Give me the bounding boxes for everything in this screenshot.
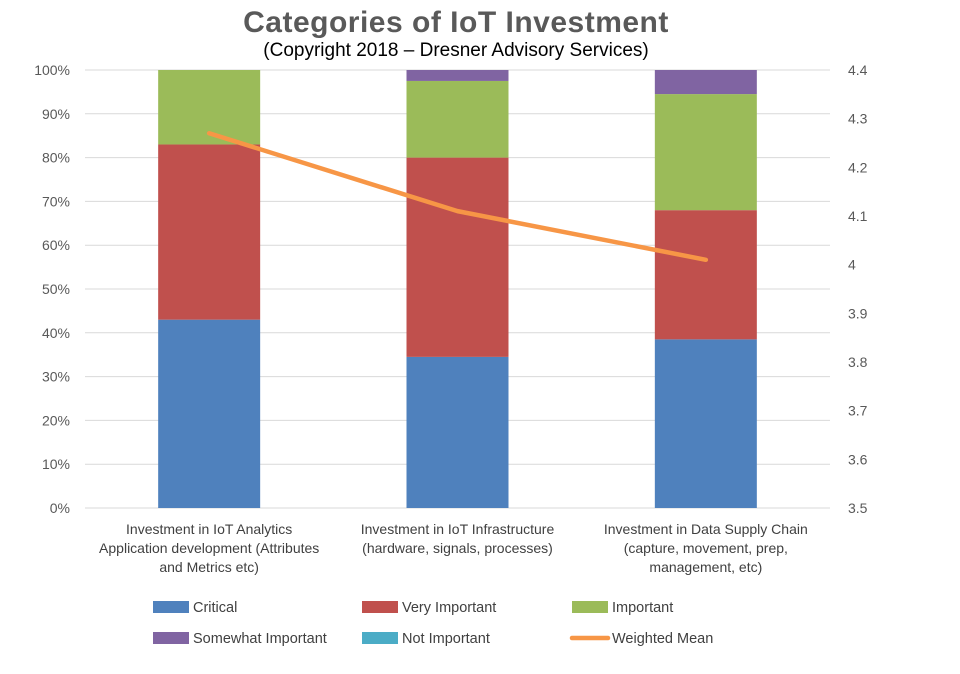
legend-label: Weighted Mean: [612, 631, 713, 647]
left-tick-label: 0%: [50, 500, 70, 516]
right-axis: 3.5 3.6 3.7 3.8 3.9 4 4.1 4.2 4.3 4.4: [848, 62, 868, 516]
right-tick-label: 3.7: [848, 403, 868, 419]
weighted-mean-line: [206, 131, 709, 263]
right-tick-label: 3.5: [848, 500, 868, 516]
category-label-line: Application development (Attributes: [99, 540, 319, 556]
legend-label: Important: [612, 600, 673, 616]
legend-swatch: [153, 632, 189, 644]
right-tick-label: 4.3: [848, 111, 868, 127]
right-tick-label: 4.4: [848, 62, 868, 78]
category-label-line: Investment in IoT Infrastructure: [361, 521, 555, 537]
chart-subtitle: (Copyright 2018 – Dresner Advisory Servi…: [263, 40, 649, 61]
left-tick-label: 50%: [42, 281, 70, 297]
legend-swatch: [572, 601, 608, 613]
legend-swatch: [362, 632, 398, 644]
legend-swatch: [153, 601, 189, 613]
right-tick-label: 4.2: [848, 159, 868, 175]
right-tick-label: 4.1: [848, 208, 868, 224]
category-label-line: (hardware, signals, processes): [362, 540, 553, 556]
category-label: Investment in IoT Infrastructure (hardwar…: [361, 521, 555, 556]
right-tick-label: 3.8: [848, 354, 868, 370]
bar-segment-critical: [654, 339, 757, 508]
right-tick-label: 3.6: [848, 451, 868, 467]
legend: Critical Very Important Important Somewhat …: [153, 600, 713, 647]
left-tick-label: 30%: [42, 369, 70, 385]
left-tick-label: 20%: [42, 412, 70, 428]
bar-segment-critical: [406, 356, 509, 508]
legend-label: Critical: [193, 600, 237, 616]
bar-segment-important: [654, 94, 757, 211]
bar-segment-important: [406, 80, 509, 158]
category-label: Investment in Data Supply Chain (capture,…: [604, 521, 808, 575]
chart-title: Categories of IoT Investment: [243, 6, 669, 39]
legend-item-weighted-mean: Weighted Mean: [569, 631, 713, 647]
category-label-line: and Metrics etc): [159, 559, 259, 575]
category-label: Investment in IoT Analytics Application d…: [99, 521, 319, 575]
category-label-line: Investment in IoT Analytics: [126, 521, 292, 537]
bar-segment-critical: [158, 319, 261, 508]
left-tick-label: 10%: [42, 456, 70, 472]
left-axis: 0% 10% 20% 30% 40% 50% 60% 70% 80% 90% 100%: [34, 62, 70, 516]
category-label-line: Investment in Data Supply Chain: [604, 521, 808, 537]
left-tick-label: 40%: [42, 325, 70, 341]
legend-item-critical: Critical: [153, 600, 237, 616]
bar-segment-very-important: [654, 210, 757, 340]
legend-label: Somewhat Important: [193, 631, 327, 647]
category-label-line: (capture, movement, prep,: [624, 540, 788, 556]
left-tick-label: 60%: [42, 237, 70, 253]
legend-label: Very Important: [402, 600, 496, 616]
legend-label: Not Important: [402, 631, 490, 647]
left-tick-label: 70%: [42, 193, 70, 209]
left-tick-label: 100%: [34, 62, 70, 78]
legend-item-important: Important: [572, 600, 673, 616]
category-labels: Investment in IoT Analytics Application d…: [99, 521, 808, 575]
bar-series: [158, 70, 757, 508]
bar-segment-very-important: [406, 157, 509, 357]
legend-item-very-important: Very Important: [362, 600, 496, 616]
left-tick-label: 90%: [42, 106, 70, 122]
category-label-line: management, etc): [649, 559, 762, 575]
bar-segment-somewhat-important: [406, 70, 509, 81]
right-tick-label: 4: [848, 257, 856, 273]
legend-item-not-important: Not Important: [362, 631, 490, 647]
bar-segment-somewhat-important: [654, 70, 757, 95]
left-tick-label: 80%: [42, 150, 70, 166]
right-tick-label: 3.9: [848, 305, 868, 321]
legend-item-somewhat-important: Somewhat Important: [153, 631, 327, 647]
bar-segment-very-important: [158, 144, 261, 320]
legend-swatch: [362, 601, 398, 613]
